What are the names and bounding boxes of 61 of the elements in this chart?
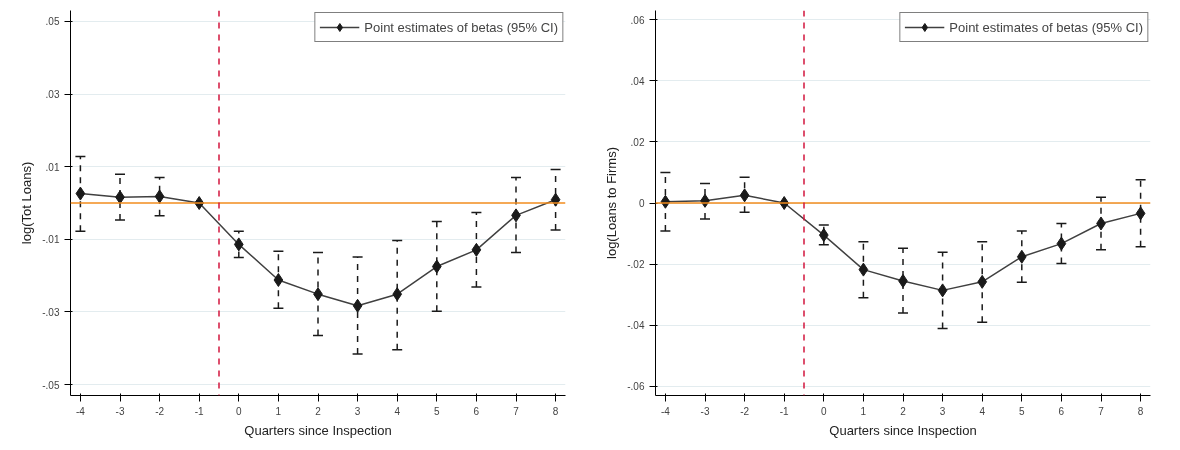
x-tick-label: -2: [155, 405, 165, 417]
point: [1016, 249, 1027, 264]
legend-label: Point estimates of betas (95% CI): [364, 19, 558, 35]
x-tick-label: 4: [394, 405, 401, 417]
x-tick-label: 6: [473, 405, 480, 417]
point: [471, 242, 482, 257]
x-tick-label: -3: [700, 405, 710, 417]
y-tick-label: .03: [45, 89, 60, 101]
y-axis-title: log(Tot Loans): [19, 161, 35, 245]
point: [739, 188, 750, 203]
y-tick-label: 0: [638, 198, 645, 209]
x-tick-label: 3: [354, 405, 361, 417]
x-tick-label: 2: [900, 405, 907, 417]
x-tick-label: 7: [1098, 405, 1105, 417]
legend-label: Point estimates of betas (95% CI): [949, 19, 1143, 35]
x-tick-label: 3: [939, 405, 946, 417]
x-tick-label: 7: [513, 405, 520, 417]
y-tick-label: -.03: [42, 306, 60, 318]
y-tick-label: .06: [630, 14, 645, 26]
x-tick-label: 4: [979, 405, 986, 417]
point: [392, 287, 403, 302]
point: [273, 273, 284, 287]
point: [1056, 236, 1067, 251]
x-tick-label: 8: [1137, 405, 1144, 417]
y-tick-label: .02: [630, 136, 645, 148]
y-tick-label: .01: [45, 161, 60, 173]
point: [352, 298, 363, 313]
x-tick-label: -1: [779, 405, 790, 417]
x-tick-label: 5: [1019, 405, 1026, 417]
x-tick-label: 5: [434, 405, 441, 417]
point: [1135, 206, 1146, 221]
x-tick-label: -2: [740, 405, 750, 417]
y-tick-label: -.02: [627, 259, 645, 271]
x-tick-label: 1: [275, 405, 282, 417]
x-tick-label: 0: [821, 405, 828, 417]
y-tick-label: -.04: [627, 320, 645, 332]
y-tick-label: -.01: [42, 234, 60, 246]
point: [858, 262, 869, 277]
x-tick-label: -4: [75, 405, 86, 417]
point: [233, 237, 244, 252]
x-axis-title: Quarters since Inspection: [244, 422, 392, 438]
y-tick-label: .05: [45, 16, 60, 28]
x-tick-label: 6: [1058, 405, 1065, 417]
x-tick-label: -1: [194, 405, 205, 417]
x-tick-label: -3: [115, 405, 125, 417]
point: [75, 186, 86, 201]
y-tick-label: .04: [630, 75, 645, 87]
x-tick-label: 2: [315, 405, 322, 417]
y-tick-label: -.06: [627, 381, 645, 393]
x-tick-label: -4: [660, 405, 671, 417]
point: [431, 259, 442, 274]
point: [818, 228, 829, 243]
point: [154, 189, 165, 204]
point: [937, 283, 948, 298]
x-axis-title: Quarters since Inspection: [829, 422, 977, 438]
x-tick-label: 1: [860, 405, 867, 417]
y-axis-title: log(Loans to Firms): [604, 147, 620, 259]
point: [977, 274, 988, 289]
y-tick-label: -.05: [42, 379, 60, 391]
x-tick-label: 8: [552, 405, 559, 417]
x-tick-label: 0: [236, 405, 243, 417]
